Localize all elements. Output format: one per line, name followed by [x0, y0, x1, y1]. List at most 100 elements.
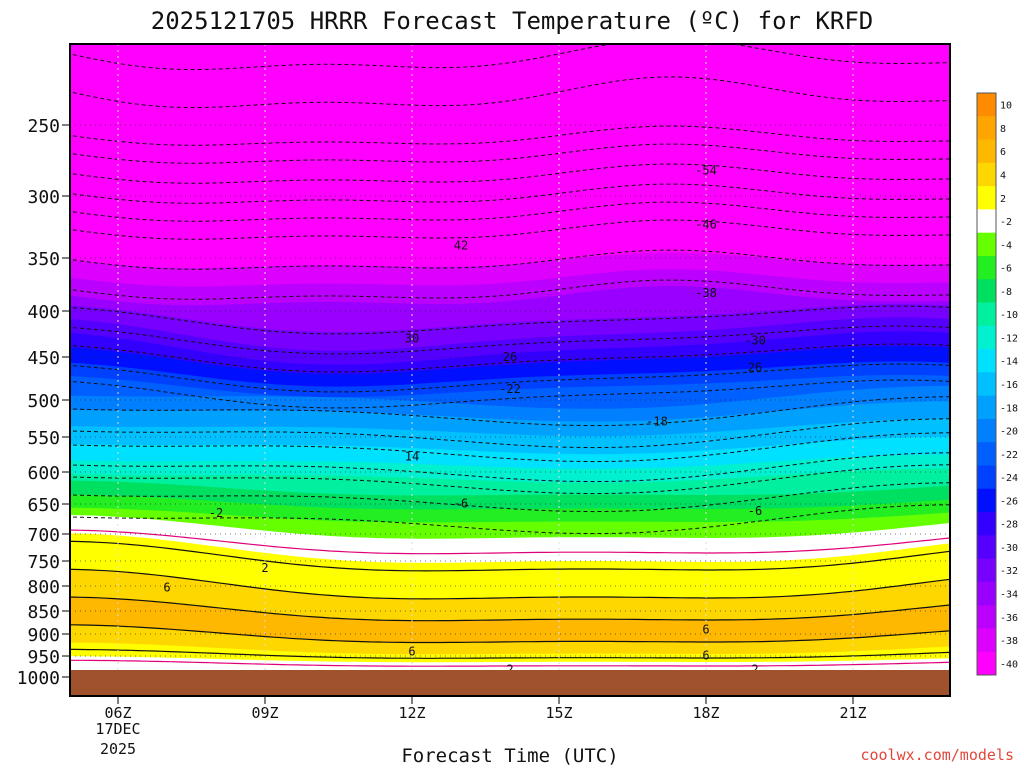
y-tick-label: 400 [27, 302, 60, 323]
y-tick-label: 950 [27, 647, 60, 668]
temperature-band [70, 624, 950, 656]
colorbar-label: -36 [1000, 613, 1018, 624]
colorbar: 10 8 6 4 2 -2 -4 -6 -8 -10 -12 -14 -16 -18 -20 -22 -24 -2… [976, 92, 1018, 676]
chart-title: 2025121705 HRRR Forecast Temperature (ºC… [151, 7, 873, 35]
temperature-band [70, 374, 950, 410]
colorbar-label: 2 [1000, 194, 1006, 205]
colorbar-swatch [977, 651, 996, 676]
colorbar-swatch [977, 628, 996, 653]
y-tick-label: 650 [27, 495, 60, 516]
colorbar-border [976, 92, 997, 676]
colorbar-label: -6 [1000, 264, 1012, 275]
contour-label: 2 [751, 662, 758, 676]
isotherm-dashed [70, 249, 950, 270]
contour-label: -6 [454, 496, 468, 510]
colorbar-label: -28 [1000, 520, 1018, 531]
colorbar-swatch [977, 372, 996, 397]
isotherm-solid [70, 529, 950, 555]
colorbar-swatch [977, 232, 996, 257]
colorbar-swatch [977, 442, 996, 466]
contour-label: 6 [702, 649, 709, 663]
temperature-band [70, 401, 950, 438]
isotherm-dashed [70, 482, 950, 513]
contour-label: 2 [506, 662, 513, 676]
contour-label: -6 [748, 504, 762, 518]
colorbar-swatch [977, 558, 996, 583]
contour-label: 42 [454, 239, 468, 253]
isotherm-dashed [70, 363, 950, 393]
y-tick-label: 850 [27, 602, 60, 623]
colorbar-label: 6 [1000, 147, 1006, 158]
colorbar-swatch [977, 349, 996, 373]
isotherm-solid [70, 568, 950, 600]
x-axis: 06Z 09Z 12Z 15Z 18Z 21Z [104, 696, 867, 722]
isotherm-dashed [70, 76, 950, 109]
isotherm-dashed [70, 279, 950, 300]
temperature-band [70, 569, 950, 622]
y-tick-label: 300 [27, 187, 60, 208]
colorbar-label: -4 [1000, 240, 1012, 251]
isotherm-solid [70, 596, 950, 622]
temperature-band [70, 533, 950, 600]
colorbar-label: -26 [1000, 496, 1018, 507]
temperature-band [70, 361, 950, 399]
isotherm-contours [70, 44, 950, 667]
temperature-band [70, 454, 950, 484]
isotherm-dashed [70, 201, 950, 222]
colorbar-label: -20 [1000, 427, 1018, 438]
colorbar-swatch [977, 209, 996, 234]
contour-label: 6 [163, 581, 170, 595]
colorbar-swatch [977, 605, 996, 629]
colorbar-swatch [977, 395, 996, 420]
temperature-band [70, 44, 950, 269]
contour-label: -22 [499, 382, 521, 396]
credit-text[interactable]: coolwx.com/models [860, 746, 1014, 764]
contour-label: 26 [503, 350, 517, 364]
colorbar-swatch [977, 139, 996, 164]
colorbar-swatch [977, 418, 996, 443]
x-axis-label: Forecast Time (UTC) [401, 745, 618, 767]
isotherm-dashed [70, 183, 950, 204]
contour-label: 6 [408, 645, 415, 659]
x-tick-label: 15Z [545, 704, 572, 722]
x-date-year: 2025 [100, 740, 136, 758]
isotherm-dashed [70, 418, 950, 449]
colorbar-swatch [977, 116, 996, 141]
temperature-band [70, 346, 950, 388]
colorbar-label: 8 [1000, 124, 1006, 135]
isotherm-dashed [70, 325, 950, 355]
temperature-band [70, 317, 950, 366]
isotherm-dashed [70, 125, 950, 146]
x-tick-label: 12Z [398, 704, 425, 722]
contour-label: -18 [646, 414, 668, 428]
colorbar-label: -38 [1000, 636, 1018, 647]
colorbar-label: -34 [1000, 590, 1018, 601]
contour-label: 2 [261, 561, 268, 575]
isotherm-dashed [70, 452, 950, 483]
grid-lines [70, 44, 950, 696]
x-tick-label: 21Z [839, 704, 866, 722]
temperature-band [70, 385, 950, 423]
contour-label: -54 [695, 163, 717, 177]
y-tick-label: 550 [27, 428, 60, 449]
isotherm-dashed [70, 464, 950, 495]
x-tick-label: 18Z [692, 704, 719, 722]
isotherm-dashed [70, 143, 950, 164]
colorbar-label: -32 [1000, 566, 1018, 577]
contour-label: 30 [405, 332, 419, 346]
colorbar-label: -18 [1000, 403, 1018, 414]
contour-label: 26 [748, 360, 762, 374]
colorbar-swatch [977, 535, 996, 560]
colorbar-swatch [977, 488, 996, 513]
colorbar-swatch [977, 279, 996, 304]
colorbar-label: -12 [1000, 333, 1018, 344]
temperature-bands [70, 44, 950, 696]
contour-label: -38 [695, 286, 717, 300]
isotherm-dashed [70, 44, 950, 71]
y-tick-label: 350 [27, 249, 60, 270]
temperature-band [70, 480, 950, 511]
x-tick-label: 09Z [251, 704, 278, 722]
temperature-band [70, 507, 950, 540]
colorbar-swatch [977, 255, 996, 280]
colorbar-label: -14 [1000, 357, 1018, 368]
